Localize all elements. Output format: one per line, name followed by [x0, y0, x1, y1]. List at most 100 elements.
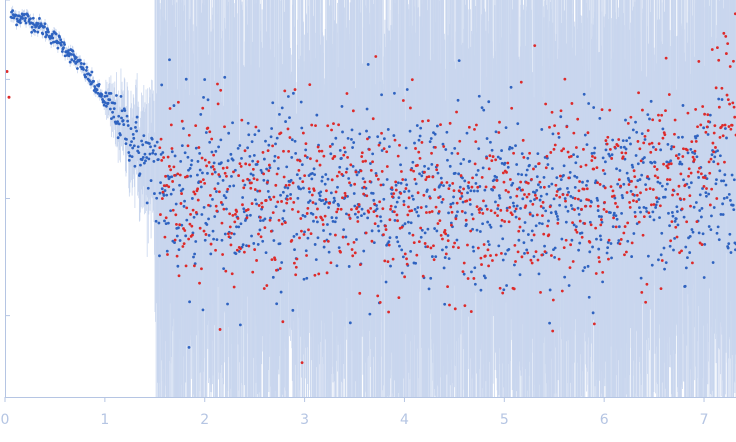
data-point-blue — [608, 154, 612, 158]
data-point-red — [550, 254, 553, 257]
data-point-red — [165, 183, 169, 187]
data-point-blue — [611, 225, 615, 228]
data-point-blue — [144, 159, 147, 163]
data-point-blue — [653, 161, 657, 164]
data-point-red — [648, 187, 652, 191]
data-point-red — [228, 212, 232, 216]
data-point-blue — [196, 160, 200, 163]
data-point-red — [428, 196, 432, 200]
data-point-blue — [477, 147, 481, 151]
data-point-red — [475, 205, 479, 209]
data-point-blue — [230, 175, 233, 178]
data-point-blue — [371, 191, 375, 195]
data-point-red — [703, 112, 706, 116]
data-point-red — [630, 179, 633, 183]
data-point-red — [412, 241, 416, 245]
data-point-blue — [594, 179, 598, 183]
data-point-red — [712, 131, 716, 135]
data-point-blue — [192, 215, 196, 219]
data-point-blue — [393, 91, 396, 95]
data-point-blue — [467, 186, 471, 190]
data-point-blue — [292, 235, 296, 238]
data-point-blue — [475, 228, 479, 232]
data-point-blue — [634, 154, 638, 157]
data-point-blue — [251, 159, 255, 163]
data-point-red — [159, 137, 163, 141]
data-point-blue — [192, 255, 195, 259]
data-point-red — [536, 258, 540, 262]
data-point-blue — [345, 167, 349, 171]
data-point-blue — [293, 248, 296, 252]
data-point-blue — [141, 155, 145, 159]
data-point-blue — [481, 166, 485, 170]
data-point-red — [535, 196, 539, 200]
data-point-red — [436, 222, 440, 225]
data-point-blue — [625, 139, 629, 143]
data-point-blue — [724, 183, 728, 187]
data-point-red — [516, 250, 520, 254]
data-point-blue — [194, 240, 198, 243]
data-point-red — [633, 215, 637, 218]
data-point-blue — [502, 288, 506, 292]
data-point-blue — [43, 22, 47, 26]
data-point-red — [287, 150, 291, 153]
data-point-red — [362, 192, 366, 196]
data-point-blue — [547, 219, 550, 223]
data-point-blue — [709, 228, 713, 231]
data-point-blue — [321, 175, 324, 179]
data-point-blue — [491, 188, 495, 192]
data-point-blue — [310, 171, 314, 175]
data-point-blue — [340, 156, 343, 160]
data-point-red — [192, 190, 196, 194]
data-point-red — [480, 263, 483, 266]
data-point-blue — [449, 202, 453, 206]
data-point-blue — [447, 257, 451, 260]
data-point-blue — [372, 198, 376, 202]
data-point-red — [414, 147, 417, 150]
data-point-blue — [591, 311, 595, 315]
data-point-red — [724, 52, 728, 55]
data-point-blue — [333, 199, 337, 203]
data-point-blue — [188, 300, 191, 304]
data-point-blue — [442, 266, 446, 270]
data-point-red — [204, 233, 208, 236]
data-point-blue — [413, 141, 416, 145]
data-point-blue — [691, 151, 694, 154]
data-point-blue — [238, 144, 242, 147]
data-point-blue — [644, 206, 648, 210]
data-point-blue — [21, 17, 25, 20]
data-point-blue — [647, 177, 651, 181]
data-point-blue — [30, 25, 34, 29]
data-point-blue — [315, 113, 319, 117]
data-point-blue — [572, 223, 576, 227]
data-point-red — [236, 217, 240, 220]
data-point-blue — [415, 210, 419, 214]
data-point-blue — [472, 189, 476, 193]
data-point-blue — [409, 221, 413, 225]
data-point-blue — [119, 95, 123, 98]
data-point-blue — [600, 220, 604, 224]
data-point-blue — [326, 177, 330, 181]
data-point-red — [685, 148, 689, 152]
data-point-red — [331, 157, 335, 160]
data-point-red — [215, 209, 219, 213]
data-point-blue — [603, 172, 607, 176]
data-point-red — [298, 236, 301, 240]
data-point-blue — [380, 93, 383, 97]
data-point-blue — [450, 151, 454, 155]
data-point-blue — [106, 101, 110, 105]
data-point-blue — [110, 117, 113, 121]
data-point-blue — [717, 97, 721, 101]
data-point-red — [716, 162, 720, 166]
data-point-red — [260, 205, 264, 209]
data-point-blue — [251, 173, 255, 177]
data-point-blue — [525, 248, 529, 252]
data-point-blue — [225, 190, 229, 194]
data-point-blue — [420, 174, 424, 178]
data-point-red — [432, 258, 436, 262]
data-point-red — [728, 65, 732, 68]
data-point-blue — [15, 23, 18, 27]
data-point-blue — [461, 200, 465, 204]
data-point-blue — [426, 227, 430, 231]
data-point-blue — [163, 189, 167, 192]
